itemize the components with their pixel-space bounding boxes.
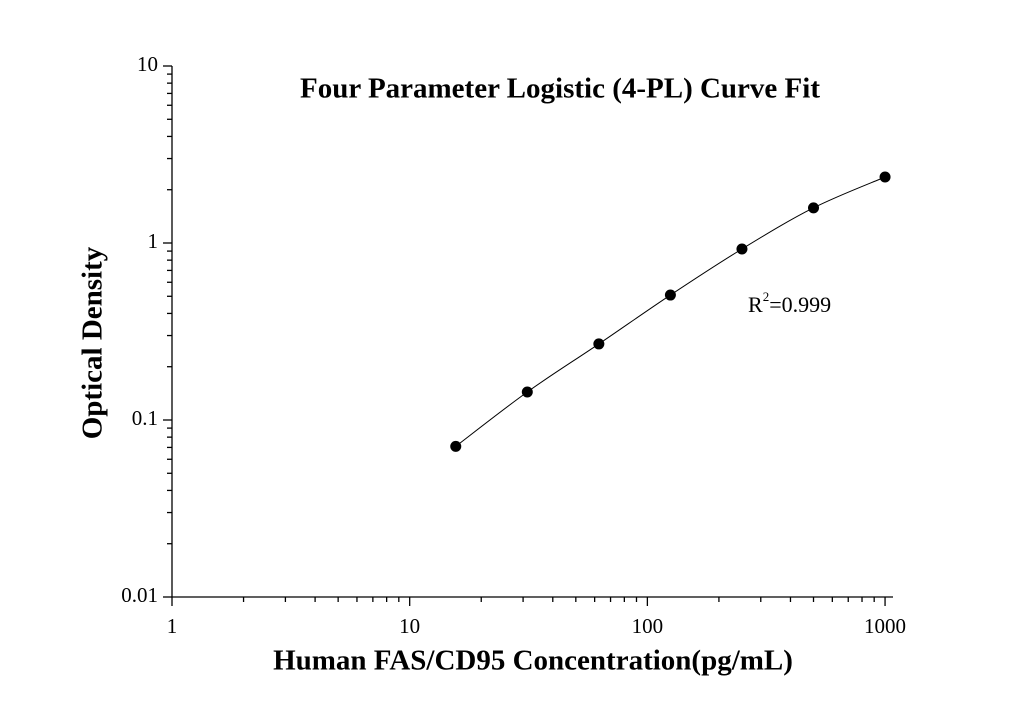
y-tick-label: 0.01 — [121, 583, 158, 607]
y-tick-label: 0.1 — [132, 406, 158, 430]
data-point — [736, 243, 748, 255]
data-point — [664, 289, 676, 301]
y-axis-label: Optical Density — [77, 246, 109, 439]
x-tick-label: 100 — [632, 614, 664, 638]
data-point — [450, 440, 462, 452]
x-tick-label: 10 — [399, 614, 420, 638]
x-tick-label: 1000 — [864, 614, 906, 638]
y-tick-label: 10 — [137, 52, 158, 76]
annotation-base: R — [748, 292, 763, 317]
x-tick-label: 1 — [167, 614, 178, 638]
annotation-text: =0.999 — [769, 292, 831, 317]
data-point — [808, 202, 820, 214]
data-point — [879, 171, 891, 183]
data-point — [521, 386, 533, 398]
annotation: R2=0.999 — [748, 289, 831, 317]
chart-title: Four Parameter Logistic (4-PL) Curve Fit — [300, 73, 820, 105]
annotation-superscript: 2 — [763, 289, 770, 304]
x-axis-label: Human FAS/CD95 Concentration(pg/mL) — [273, 645, 793, 677]
data-point — [593, 338, 605, 350]
y-tick-label: 1 — [148, 229, 159, 253]
